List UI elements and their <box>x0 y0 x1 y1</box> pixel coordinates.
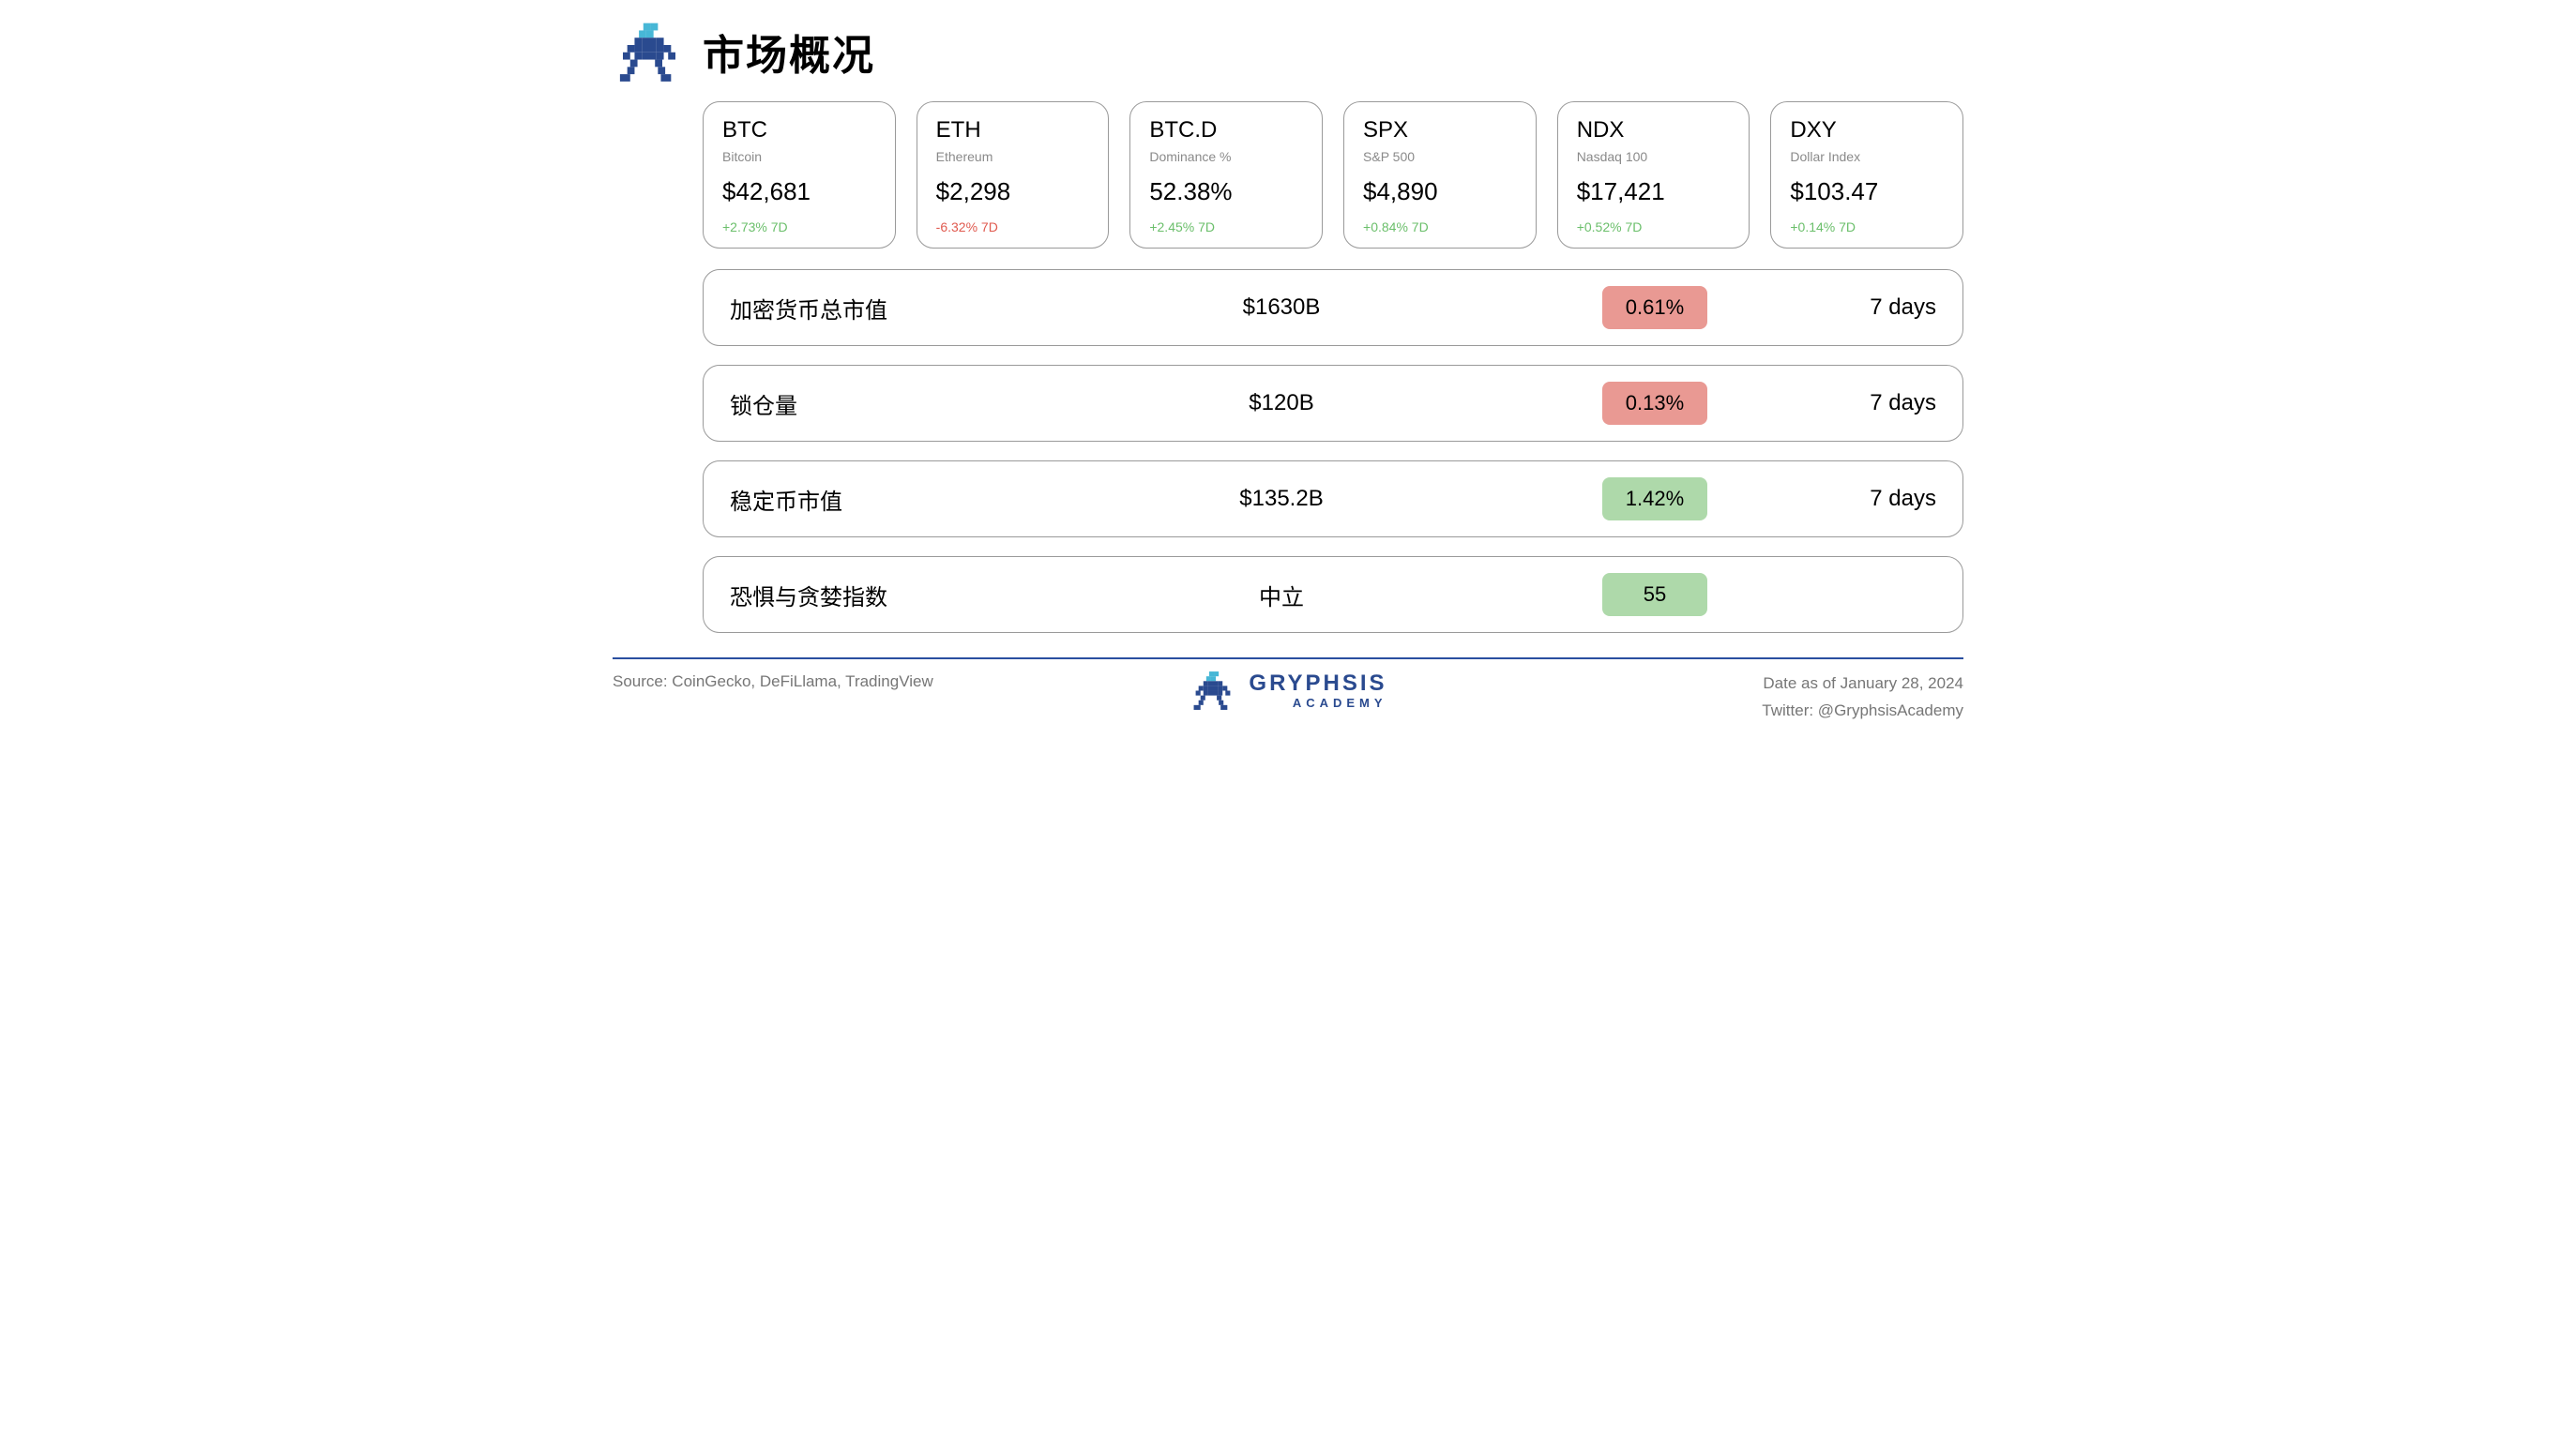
metric-period: 7 days <box>1777 486 1936 512</box>
footer-source: Source: CoinGecko, DeFiLlama, TradingVie… <box>613 669 1063 691</box>
ticker-change: +2.45% 7D <box>1149 219 1303 234</box>
ticker-change: +2.73% 7D <box>722 219 876 234</box>
ticker-name: S&P 500 <box>1363 149 1517 164</box>
ticker-card: NDX Nasdaq 100 $17,421 +0.52% 7D <box>1557 101 1750 249</box>
footer-brand: GRYPHSIS ACADEMY <box>1063 669 1513 712</box>
ticker-card: BTC Bitcoin $42,681 +2.73% 7D <box>703 101 896 249</box>
ticker-symbol: ETH <box>936 117 1090 143</box>
header: 市场概况 <box>613 19 1963 84</box>
metric-badge-wrap: 1.42% <box>1533 477 1777 520</box>
ticker-card: BTC.D Dominance % 52.38% +2.45% 7D <box>1129 101 1323 249</box>
ticker-cards-row: BTC Bitcoin $42,681 +2.73% 7D ETH Ethere… <box>703 101 1963 249</box>
ticker-price: $17,421 <box>1577 177 1731 206</box>
ticker-name: Nasdaq 100 <box>1577 149 1731 164</box>
metric-badge: 1.42% <box>1602 477 1707 520</box>
ticker-name: Dominance % <box>1149 149 1303 164</box>
metric-value: $1630B <box>1030 294 1533 321</box>
footer-divider <box>613 657 1963 659</box>
ticker-card: SPX S&P 500 $4,890 +0.84% 7D <box>1343 101 1537 249</box>
ticker-price: 52.38% <box>1149 177 1303 206</box>
metric-value: 中立 <box>1030 579 1533 611</box>
metric-badge-wrap: 0.13% <box>1533 382 1777 425</box>
metric-badge: 0.61% <box>1602 286 1707 329</box>
ticker-price: $42,681 <box>722 177 876 206</box>
metric-label: 恐惧与贪婪指数 <box>730 579 1030 611</box>
ticker-price: $2,298 <box>936 177 1090 206</box>
ticker-price: $4,890 <box>1363 177 1517 206</box>
ticker-card: ETH Ethereum $2,298 -6.32% 7D <box>917 101 1110 249</box>
metric-badge-wrap: 55 <box>1533 573 1777 616</box>
page-title: 市场概况 <box>703 22 875 82</box>
metric-badge: 0.13% <box>1602 382 1707 425</box>
metric-label: 锁仓量 <box>730 387 1030 420</box>
metric-row: 稳定币市值 $135.2B 1.42% 7 days <box>703 460 1963 537</box>
metric-period: 7 days <box>1777 390 1936 416</box>
ticker-symbol: BTC.D <box>1149 117 1303 143</box>
metric-row: 恐惧与贪婪指数 中立 55 <box>703 556 1963 633</box>
footer-twitter: Twitter: @GryphsisAcademy <box>1513 698 1963 725</box>
metric-row: 加密货币总市值 $1630B 0.61% 7 days <box>703 269 1963 346</box>
metric-value: $135.2B <box>1030 486 1533 512</box>
footer: Source: CoinGecko, DeFiLlama, TradingVie… <box>613 669 1963 725</box>
ticker-name: Bitcoin <box>722 149 876 164</box>
footer-meta: Date as of January 28, 2024 Twitter: @Gr… <box>1513 669 1963 725</box>
brand-sub: ACADEMY <box>1249 697 1386 710</box>
ticker-change: +0.84% 7D <box>1363 219 1517 234</box>
ticker-change: +0.52% 7D <box>1577 219 1731 234</box>
metrics-list: 加密货币总市值 $1630B 0.61% 7 days 锁仓量 $120B 0.… <box>703 269 1963 633</box>
brand-main: GRYPHSIS <box>1249 671 1386 695</box>
footer-date: Date as of January 28, 2024 <box>1513 671 1963 698</box>
brand-text: GRYPHSIS ACADEMY <box>1249 671 1386 710</box>
gryphsis-logo-icon <box>613 19 686 84</box>
metric-period: 7 days <box>1777 294 1936 321</box>
metric-badge-wrap: 0.61% <box>1533 286 1777 329</box>
metric-label: 稳定币市值 <box>730 483 1030 516</box>
ticker-change: -6.32% 7D <box>936 219 1090 234</box>
metric-badge: 55 <box>1602 573 1707 616</box>
ticker-symbol: DXY <box>1790 117 1944 143</box>
metric-row: 锁仓量 $120B 0.13% 7 days <box>703 365 1963 442</box>
page: 市场概况 BTC Bitcoin $42,681 +2.73% 7D ETH E… <box>584 0 1992 734</box>
ticker-name: Ethereum <box>936 149 1090 164</box>
gryphsis-logo-icon <box>1189 669 1237 712</box>
metric-value: $120B <box>1030 390 1533 416</box>
ticker-price: $103.47 <box>1790 177 1944 206</box>
ticker-change: +0.14% 7D <box>1790 219 1944 234</box>
ticker-symbol: SPX <box>1363 117 1517 143</box>
ticker-symbol: NDX <box>1577 117 1731 143</box>
ticker-name: Dollar Index <box>1790 149 1944 164</box>
ticker-card: DXY Dollar Index $103.47 +0.14% 7D <box>1770 101 1963 249</box>
metric-label: 加密货币总市值 <box>730 292 1030 324</box>
ticker-symbol: BTC <box>722 117 876 143</box>
